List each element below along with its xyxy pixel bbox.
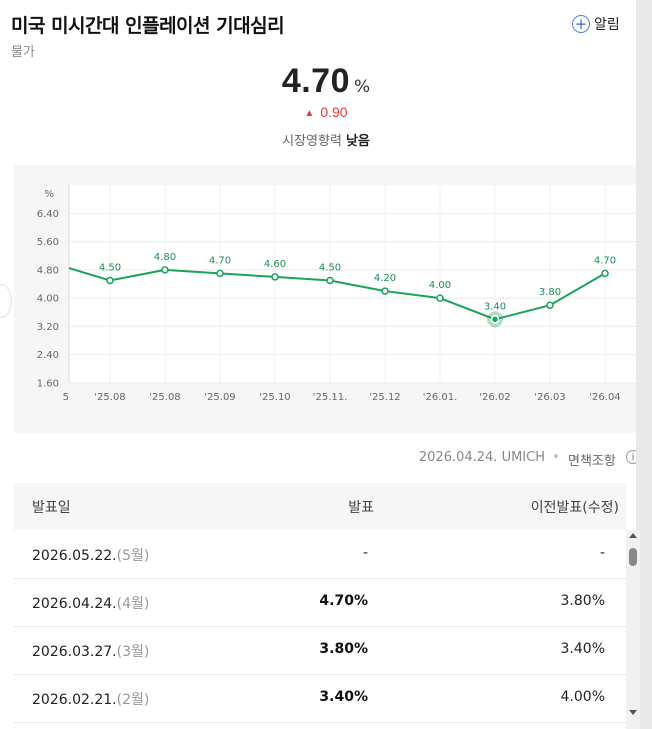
data-point	[490, 315, 500, 324]
release-table: 발표일 발표 이전발표(수정) 2026.05.22.(5월) - - 2026.04…	[14, 483, 626, 729]
table-row: 2026.05.22.(5월) - -	[14, 530, 626, 579]
header-date: 발표일	[32, 500, 71, 516]
data-point	[546, 301, 554, 309]
y-tick-label: 2.40	[37, 350, 59, 361]
data-point	[436, 294, 444, 302]
x-tick-label: '26.02	[479, 392, 510, 403]
chart-area: % 6.40 5.60 4.80 4.00 3.20 2.40 1.60 '25.08 '25.0…	[14, 165, 640, 433]
data-label: 4.20	[374, 273, 396, 284]
change-value: 0.90	[320, 104, 348, 120]
disclaimer-link[interactable]: 면책조항	[568, 454, 616, 469]
data-label: 4.70	[209, 255, 231, 266]
data-point	[271, 273, 279, 281]
table-row: 2026.02.21.(2월) 3.40% 4.00%	[14, 674, 626, 723]
y-tick-label: 1.60	[37, 379, 59, 390]
release-date: 2026.05.22.(5월)	[32, 545, 149, 565]
data-label: 4.00	[429, 280, 451, 291]
right-gutter	[636, 0, 652, 729]
data-point	[601, 269, 609, 278]
previous-value: 3.80%	[560, 593, 605, 609]
actual-value: 3.80%	[319, 641, 368, 657]
table-row: 2026.03.27.(3월) 3.80% 3.40%	[14, 626, 626, 675]
data-point	[106, 276, 114, 285]
previous-value: -	[599, 545, 605, 561]
current-value: 4.70%	[0, 62, 652, 101]
market-impact-value: 낮음	[345, 134, 370, 149]
table-scrollbar[interactable]	[626, 530, 640, 729]
release-date: 2026.02.21.(2월)	[32, 689, 149, 709]
release-date: 2026.03.27.(3월)	[32, 641, 149, 661]
triangle-up-icon: ▲	[304, 108, 315, 119]
actual-value: -	[362, 545, 368, 561]
x-tick-label: '26.04	[589, 392, 620, 403]
y-tick-label: 6.40	[37, 209, 59, 220]
x-tick-label: '25.09	[204, 392, 235, 403]
data-label: 3.80	[539, 287, 561, 298]
release-date: 2026.04.24.(4월)	[32, 593, 149, 613]
category-label: 물가	[11, 45, 35, 60]
table-row: 2026.04.24.(4월) 4.70% 3.80%	[14, 578, 626, 627]
page-title: 미국 미시간대 인플레이션 기대심리	[11, 15, 285, 37]
data-label: 3.40	[484, 301, 506, 312]
release-month: (5월)	[116, 548, 150, 564]
source-date: 2026.04.24. UMICH	[418, 450, 545, 465]
y-tick-label: 5.60	[37, 237, 59, 248]
data-label: 4.60	[264, 259, 286, 270]
current-value-number: 4.70	[281, 62, 351, 100]
x-tick-label: '25.10	[259, 392, 290, 403]
x-tick-label-partial: 5	[63, 392, 69, 403]
release-date-value: 2026.05.22.	[32, 548, 117, 564]
market-impact: 시장영향력 낮음	[0, 130, 652, 149]
release-date-value: 2026.03.27.	[32, 644, 117, 660]
y-tick-label: 4.80	[37, 265, 59, 276]
release-month: (4월)	[116, 596, 150, 612]
y-tick-label: 3.20	[37, 322, 59, 333]
x-tick-label: '25.11.	[313, 392, 348, 403]
previous-value: 4.00%	[560, 689, 605, 705]
change-indicator: ▲ 0.90	[0, 104, 652, 120]
market-impact-label: 시장영향력	[282, 134, 342, 149]
data-point	[161, 266, 169, 274]
release-month: (2월)	[116, 692, 150, 708]
actual-value: 4.70%	[319, 593, 368, 609]
y-tick-label: 4.00	[37, 294, 59, 305]
data-label: 4.70	[594, 255, 616, 266]
x-tick-label: '25.08	[149, 392, 180, 403]
release-date-value: 2026.04.24.	[32, 596, 117, 612]
separator-dot: •	[552, 450, 560, 465]
line-chart: % 6.40 5.60 4.80 4.00 3.20 2.40 1.60 '25.08 '25.0…	[37, 185, 640, 403]
actual-value: 3.40%	[319, 689, 368, 705]
plus-circle-icon: +	[572, 15, 590, 33]
chart-prev-button[interactable]	[0, 284, 12, 318]
y-axis-unit: %	[44, 189, 54, 200]
scroll-down-arrow-icon[interactable]	[629, 710, 637, 715]
data-point	[216, 269, 224, 278]
data-label: 4.80	[154, 252, 176, 263]
x-tick-label: '25.12	[369, 392, 400, 403]
alarm-button[interactable]: + 알림	[572, 13, 620, 35]
release-date-value: 2026.02.21.	[32, 692, 117, 708]
data-label: 4.50	[99, 262, 121, 273]
header-previous: 이전발표(수정)	[530, 500, 619, 516]
scroll-up-arrow-icon[interactable]	[629, 533, 637, 538]
data-label: 4.50	[319, 262, 341, 273]
x-tick-label: '26.03	[534, 392, 565, 403]
data-point	[326, 276, 334, 285]
alarm-label: 알림	[594, 17, 620, 33]
scroll-thumb[interactable]	[629, 548, 637, 566]
header-actual: 발표	[348, 500, 374, 516]
previous-value: 3.40%	[560, 641, 605, 657]
table-header: 발표일 발표 이전발표(수정)	[14, 483, 626, 530]
x-tick-label: '26.01.	[423, 392, 458, 403]
x-tick-label: '25.08	[94, 392, 125, 403]
release-month: (3월)	[116, 644, 150, 660]
data-point	[381, 287, 389, 295]
plot-background	[69, 185, 640, 383]
current-value-unit: %	[354, 77, 371, 97]
